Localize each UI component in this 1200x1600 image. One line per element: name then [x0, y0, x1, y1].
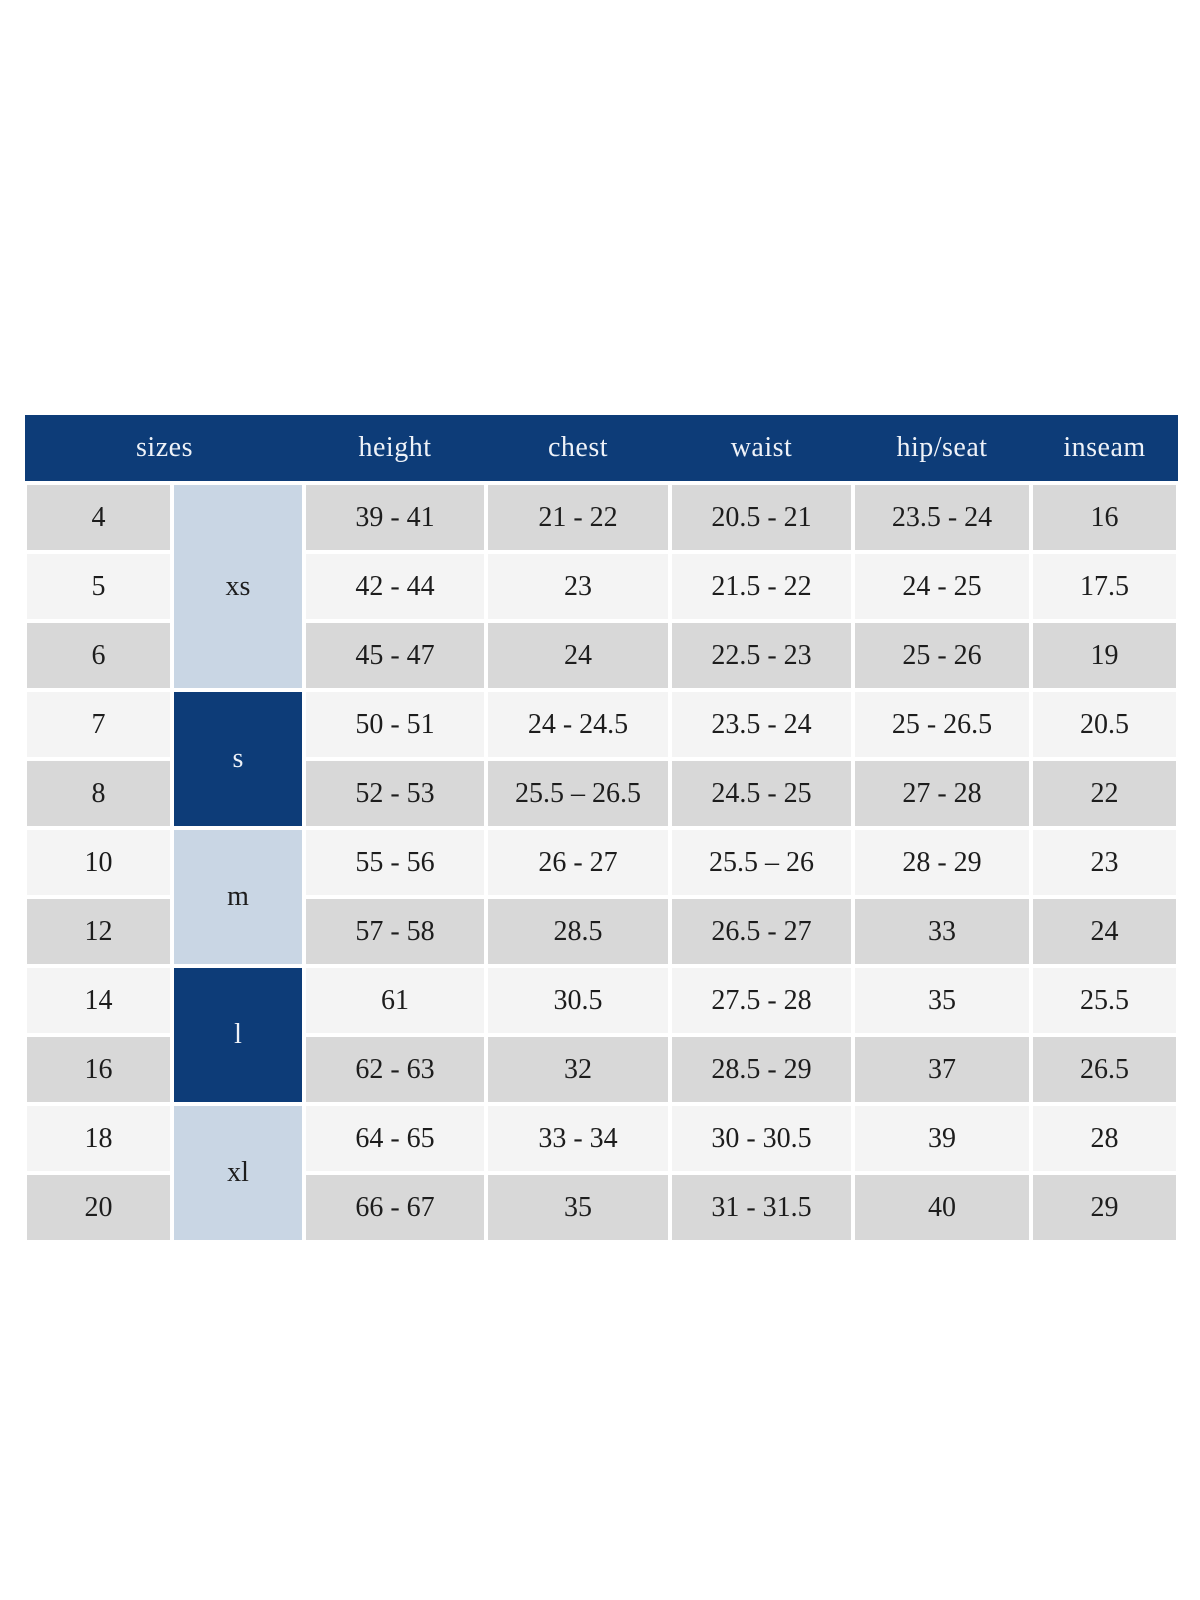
table-row: 20 66 - 67 35 31 - 31.5 40 29: [23, 1171, 1180, 1244]
inseam-cell: 17.5: [1029, 550, 1180, 623]
inseam-cell: 26.5: [1029, 1033, 1180, 1106]
inseam-cell: 24: [1029, 895, 1180, 968]
chest-cell: 35: [484, 1171, 672, 1244]
height-cell: 57 - 58: [302, 895, 488, 968]
size-cell: 16: [23, 1033, 174, 1106]
table-row: 7 s 50 - 51 24 - 24.5 23.5 - 24 25 - 26.5 20.5: [23, 688, 1180, 830]
inseam-cell: 20.5: [1029, 688, 1180, 761]
table-row: 6 45 - 47 24 22.5 - 23 25 - 26 19: [23, 619, 1180, 692]
size-cell: 6: [23, 619, 174, 692]
waist-cell: 21.5 - 22: [668, 550, 855, 623]
size-cell: 7: [23, 688, 174, 761]
header-row: sizes height chest waist hip/seat inseam: [25, 415, 1178, 483]
group-cell-xs: xs: [170, 481, 306, 692]
group-cell-m: m: [170, 826, 306, 968]
table-row: 8 52 - 53 25.5 – 26.5 24.5 - 25 27 - 28 22: [23, 757, 1180, 830]
table-row: 18 xl 64 - 65 33 - 34 30 - 30.5 39 28: [23, 1102, 1180, 1244]
waist-cell: 28.5 - 29: [668, 1033, 855, 1106]
waist-cell: 30 - 30.5: [668, 1102, 855, 1175]
chest-cell: 23: [484, 550, 672, 623]
size-chart-table: sizes height chest waist hip/seat inseam…: [23, 415, 1180, 1244]
table-row: 14 l 61 30.5 27.5 - 28 35 25.5: [23, 964, 1180, 1106]
height-cell: 64 - 65: [302, 1102, 488, 1175]
waist-cell: 25.5 – 26: [668, 826, 855, 899]
waist-cell: 26.5 - 27: [668, 895, 855, 968]
group-cell-s: s: [170, 688, 306, 830]
waist-cell: 20.5 - 21: [668, 481, 855, 554]
size-cell: 8: [23, 757, 174, 830]
size-cell: 10: [23, 826, 174, 899]
table-row: 12 57 - 58 28.5 26.5 - 27 33 24: [23, 895, 1180, 968]
hip-seat-cell: 40: [851, 1171, 1033, 1244]
chest-cell: 32: [484, 1033, 672, 1106]
hip-seat-cell: 25 - 26.5: [851, 688, 1033, 761]
size-chart-body: 4 xs 39 - 41 21 - 22 20.5 - 21 23.5 - 24 16 5 42…: [23, 481, 1180, 1244]
column-header-hip-seat: hip/seat: [853, 415, 1031, 483]
hip-seat-cell: 25 - 26: [851, 619, 1033, 692]
height-cell: 61: [302, 964, 488, 1037]
column-header-height: height: [304, 415, 486, 483]
inseam-cell: 29: [1029, 1171, 1180, 1244]
group-cell-xl: xl: [170, 1102, 306, 1244]
size-cell: 18: [23, 1102, 174, 1175]
height-cell: 62 - 63: [302, 1033, 488, 1106]
height-cell: 42 - 44: [302, 550, 488, 623]
inseam-cell: 23: [1029, 826, 1180, 899]
chest-cell: 26 - 27: [484, 826, 672, 899]
inseam-cell: 22: [1029, 757, 1180, 830]
inseam-cell: 16: [1029, 481, 1180, 554]
table-row: 10 m 55 - 56 26 - 27 25.5 – 26 28 - 29 23: [23, 826, 1180, 968]
hip-seat-cell: 27 - 28: [851, 757, 1033, 830]
height-cell: 55 - 56: [302, 826, 488, 899]
hip-seat-cell: 23.5 - 24: [851, 481, 1033, 554]
size-cell: 4: [23, 481, 174, 554]
chest-cell: 24: [484, 619, 672, 692]
waist-cell: 27.5 - 28: [668, 964, 855, 1037]
hip-seat-cell: 37: [851, 1033, 1033, 1106]
height-cell: 39 - 41: [302, 481, 488, 554]
inseam-cell: 25.5: [1029, 964, 1180, 1037]
hip-seat-cell: 39: [851, 1102, 1033, 1175]
column-header-inseam: inseam: [1031, 415, 1178, 483]
hip-seat-cell: 35: [851, 964, 1033, 1037]
size-cell: 12: [23, 895, 174, 968]
waist-cell: 31 - 31.5: [668, 1171, 855, 1244]
height-cell: 66 - 67: [302, 1171, 488, 1244]
size-cell: 5: [23, 550, 174, 623]
column-header-chest: chest: [486, 415, 670, 483]
table-row: 4 xs 39 - 41 21 - 22 20.5 - 21 23.5 - 24 16: [23, 481, 1180, 692]
size-chart-header: sizes height chest waist hip/seat inseam: [25, 415, 1178, 483]
chest-cell: 24 - 24.5: [484, 688, 672, 761]
inseam-cell: 28: [1029, 1102, 1180, 1175]
height-cell: 50 - 51: [302, 688, 488, 761]
column-header-sizes: sizes: [25, 415, 304, 483]
waist-cell: 23.5 - 24: [668, 688, 855, 761]
table-row: 5 42 - 44 23 21.5 - 22 24 - 25 17.5: [23, 550, 1180, 623]
table-row: 16 62 - 63 32 28.5 - 29 37 26.5: [23, 1033, 1180, 1106]
chest-cell: 28.5: [484, 895, 672, 968]
chest-cell: 33 - 34: [484, 1102, 672, 1175]
group-cell-l: l: [170, 964, 306, 1106]
column-header-waist: waist: [670, 415, 853, 483]
hip-seat-cell: 33: [851, 895, 1033, 968]
inseam-cell: 19: [1029, 619, 1180, 692]
hip-seat-cell: 28 - 29: [851, 826, 1033, 899]
height-cell: 45 - 47: [302, 619, 488, 692]
hip-seat-cell: 24 - 25: [851, 550, 1033, 623]
waist-cell: 22.5 - 23: [668, 619, 855, 692]
waist-cell: 24.5 - 25: [668, 757, 855, 830]
chest-cell: 25.5 – 26.5: [484, 757, 672, 830]
chest-cell: 21 - 22: [484, 481, 672, 554]
size-cell: 20: [23, 1171, 174, 1244]
size-cell: 14: [23, 964, 174, 1037]
chest-cell: 30.5: [484, 964, 672, 1037]
height-cell: 52 - 53: [302, 757, 488, 830]
